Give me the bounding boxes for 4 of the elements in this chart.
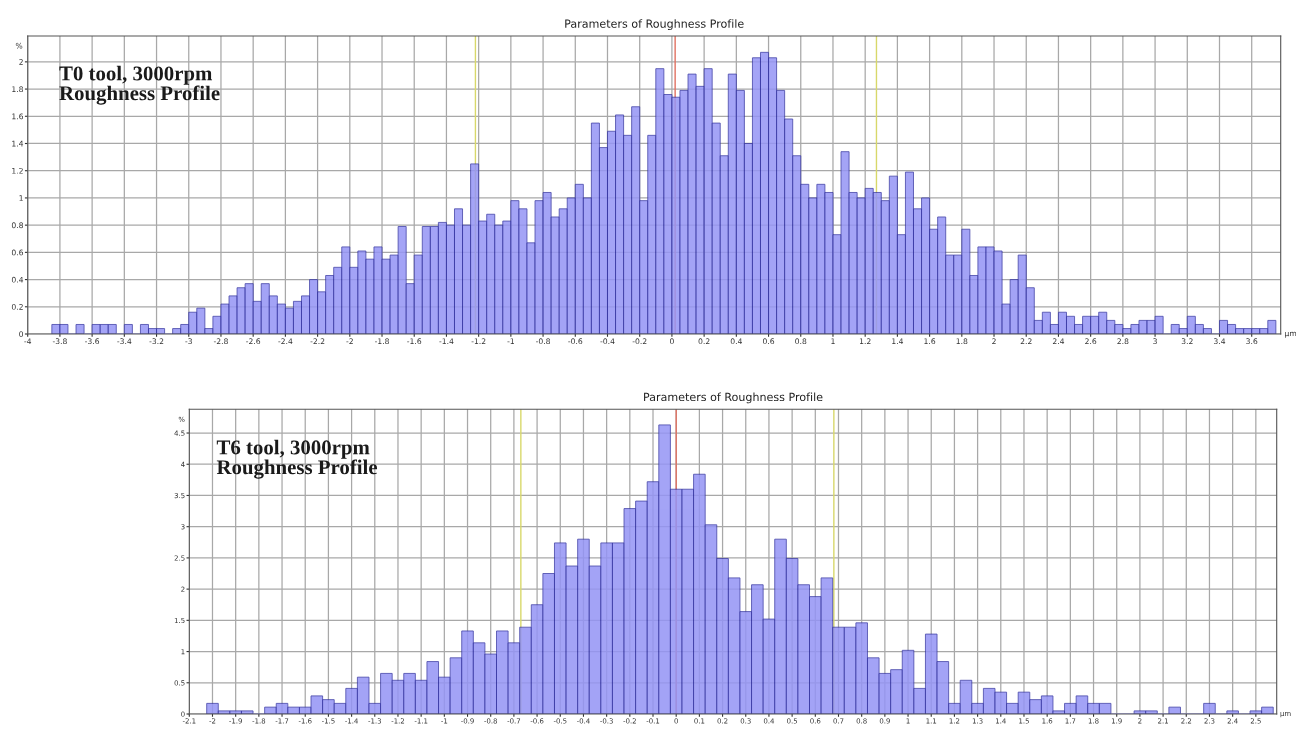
annotation: T6 tool, 3000rpm Roughness Profile bbox=[216, 439, 378, 479]
chart-title: Parameters of Roughness Profile bbox=[565, 19, 744, 30]
annotation: T0 tool, 3000rpm Roughness Profile bbox=[59, 65, 220, 105]
chart-title: Parameters of Roughness Profile bbox=[644, 392, 823, 404]
